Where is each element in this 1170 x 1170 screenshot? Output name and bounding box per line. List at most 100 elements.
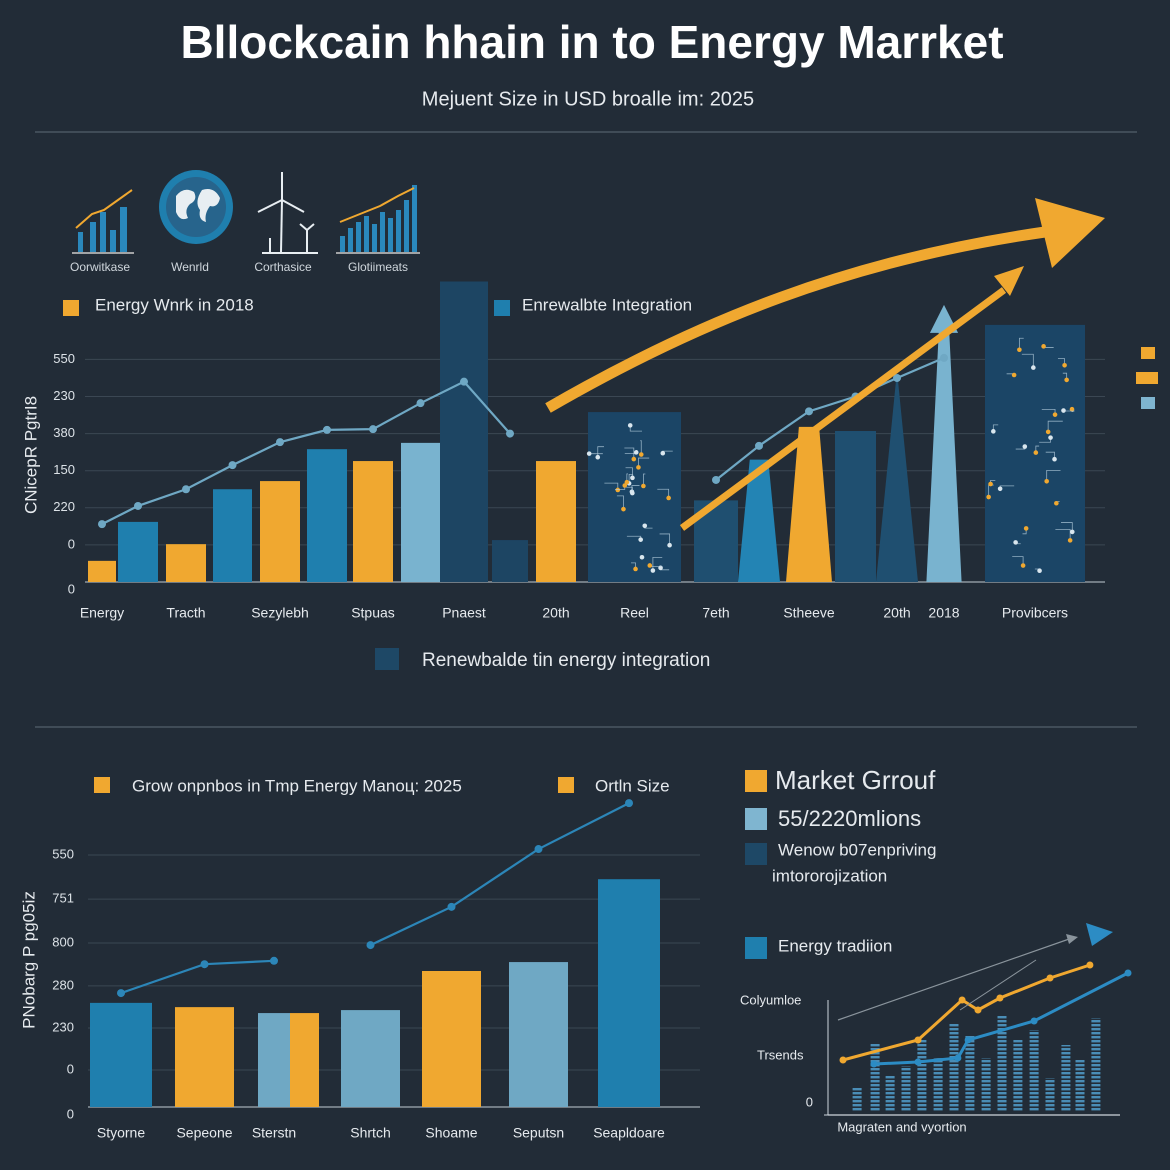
circuit-decor bbox=[633, 566, 638, 572]
circuit-decor bbox=[1022, 444, 1028, 449]
bar bbox=[852, 1088, 862, 1111]
x-tick-label: Styorne bbox=[97, 1125, 145, 1141]
y-axis-label: PNobarg P pg05iz bbox=[19, 891, 38, 1029]
trend-point bbox=[839, 1056, 847, 1064]
bar bbox=[1061, 1045, 1071, 1111]
circuit-decor bbox=[1054, 500, 1059, 506]
circuit-decor bbox=[625, 467, 633, 478]
icon-label: Corthasice bbox=[254, 260, 312, 274]
y-tick-label: 0 bbox=[67, 1061, 74, 1076]
circuit-decor bbox=[1069, 406, 1075, 412]
y-tick-label: 0 bbox=[67, 1106, 74, 1121]
x-tick-label: Energy bbox=[80, 605, 124, 621]
circuit-decor bbox=[642, 473, 646, 486]
y-tick-label: 230 bbox=[53, 388, 75, 403]
legend-label: Energy tradiion bbox=[778, 936, 892, 955]
bar bbox=[260, 481, 300, 582]
circuit-decor bbox=[1055, 528, 1071, 541]
x-tick-label: Sterstn bbox=[252, 1125, 296, 1141]
trend-point bbox=[228, 461, 237, 470]
decor-square bbox=[1136, 372, 1158, 384]
circuit-decor bbox=[1011, 372, 1017, 378]
trend-line bbox=[873, 971, 1129, 1066]
bar bbox=[876, 370, 918, 582]
trend-point bbox=[369, 425, 377, 434]
legend-label: imtororojization bbox=[772, 866, 887, 885]
trend-point bbox=[117, 989, 125, 998]
circuit-decor bbox=[650, 568, 656, 573]
trend-point bbox=[914, 1058, 922, 1066]
circuit-decor bbox=[638, 452, 644, 457]
y-axis-label: Colyumloe bbox=[740, 992, 801, 1007]
bar bbox=[492, 540, 528, 582]
bar bbox=[901, 1066, 911, 1111]
x-tick-label: Reel bbox=[620, 605, 649, 621]
circuit-decor bbox=[667, 542, 672, 548]
trend-point bbox=[958, 996, 966, 1004]
legend-label: 55/2220mlions bbox=[778, 806, 921, 831]
bar bbox=[997, 1015, 1007, 1111]
circuit-decor bbox=[660, 450, 666, 456]
circuit-decor bbox=[630, 490, 635, 496]
legend-swatch bbox=[94, 777, 110, 793]
y-tick-label: 380 bbox=[53, 425, 75, 440]
circuit-decor bbox=[586, 451, 592, 456]
trend-point bbox=[940, 353, 948, 362]
legend-swatch bbox=[375, 648, 399, 670]
trend-point bbox=[270, 956, 278, 965]
circuit-decor bbox=[1017, 347, 1022, 353]
circuit-decor bbox=[624, 479, 630, 485]
x-tick-label: Seputsn bbox=[513, 1125, 564, 1141]
legend-swatch bbox=[745, 937, 767, 959]
circuit-decor bbox=[621, 506, 626, 512]
circuit-decor bbox=[628, 473, 634, 484]
legend-swatch bbox=[63, 300, 79, 316]
y-tick-label: 0 bbox=[68, 536, 75, 551]
circuit-decor bbox=[630, 475, 635, 481]
circuit-decor bbox=[1033, 450, 1039, 455]
circuit-decor bbox=[642, 523, 648, 529]
circuit-decor bbox=[627, 423, 633, 428]
trend-point bbox=[98, 520, 106, 529]
x-tick-label: 7eth bbox=[702, 605, 729, 621]
bar bbox=[1029, 1030, 1039, 1111]
circuit-decor bbox=[1062, 363, 1067, 368]
y-tick-label: 0 bbox=[68, 581, 75, 596]
circuit-decor bbox=[1045, 429, 1051, 435]
circuit-decor bbox=[1046, 469, 1061, 482]
trend-point bbox=[974, 1006, 982, 1014]
x-axis-label: Magraten and vyortion bbox=[837, 1119, 966, 1134]
circuit-decor bbox=[641, 483, 646, 489]
x-tick-label: 20th bbox=[883, 605, 910, 621]
trend-point bbox=[182, 485, 190, 494]
circuit-decor bbox=[1018, 337, 1024, 350]
circuit-decor bbox=[1031, 365, 1036, 370]
trend-point bbox=[893, 373, 901, 382]
legend-label: Grow onpnbos in Tmp Energy Manoц: 2025 bbox=[132, 776, 462, 795]
circuit-decor bbox=[1020, 563, 1026, 568]
bar bbox=[175, 1007, 234, 1107]
circuit-decor bbox=[1064, 377, 1069, 383]
circuit-decor bbox=[1048, 435, 1053, 440]
y-tick-label: 800 bbox=[52, 934, 74, 949]
legend-label: Wenow b07enpriving bbox=[778, 840, 936, 859]
circuit-decor bbox=[626, 473, 628, 483]
decor-square bbox=[1141, 397, 1155, 409]
bar bbox=[401, 442, 440, 582]
icon-globe bbox=[159, 170, 233, 244]
legend-swatch bbox=[745, 770, 767, 792]
x-tick-label: Shoame bbox=[425, 1125, 477, 1141]
subtitle: Mejuent Size in USD broalle im: 2025 bbox=[422, 88, 754, 110]
icon-label: Wenrld bbox=[171, 260, 209, 274]
bar bbox=[118, 521, 158, 582]
title: Bllockcain hhain in to Energy Marrket bbox=[180, 16, 1003, 68]
y-tick-label: 550 bbox=[52, 846, 74, 861]
x-tick-label: Stheeve bbox=[783, 605, 835, 621]
circuit-decor bbox=[624, 447, 635, 460]
trend-arrow bbox=[545, 198, 1105, 531]
trend-point bbox=[460, 377, 468, 386]
bar bbox=[786, 426, 832, 582]
circuit-decor bbox=[636, 465, 641, 470]
